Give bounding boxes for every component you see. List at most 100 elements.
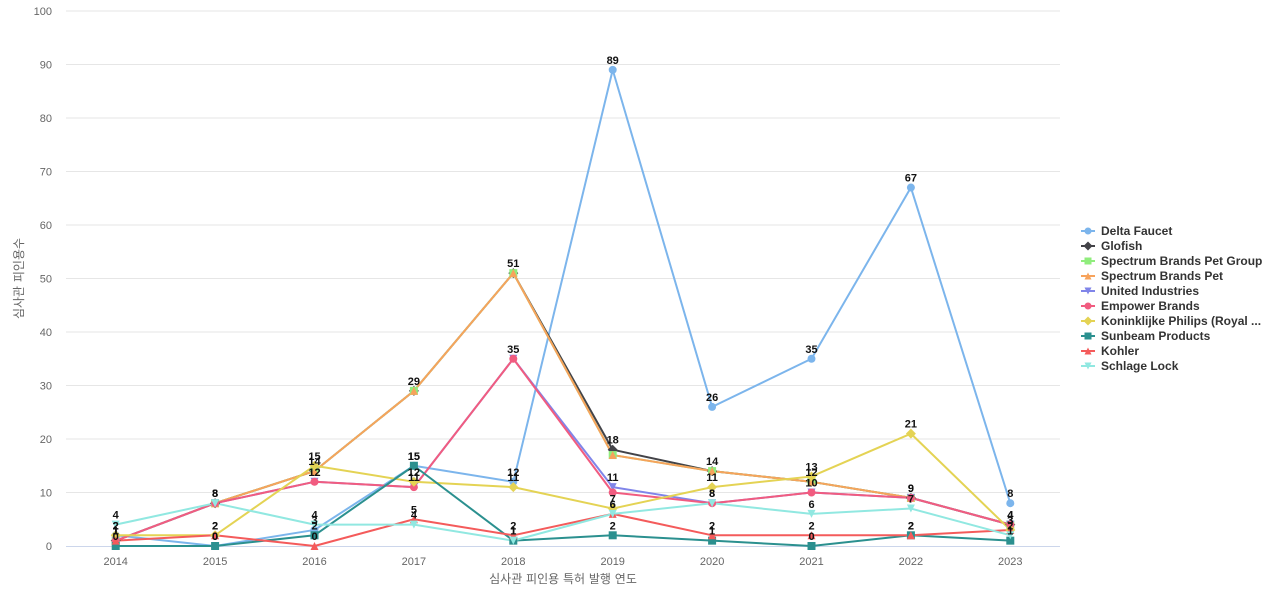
data-point-spectrum-brands-pet xyxy=(409,386,418,395)
data-label-sunbeam-products: 2 xyxy=(610,520,616,532)
y-tick-label: 70 xyxy=(40,167,52,179)
series-line-delta-faucet xyxy=(115,68,1012,547)
data-point-delta-faucet xyxy=(509,477,518,486)
x-axis-ticks: 2014 2015 2016 2017 2018 2019 2020 2021 2022 2023 xyxy=(103,556,1022,568)
data-label-koninklijke-philips-royal: 2 xyxy=(113,520,119,532)
data-point-koninklijke-philips-royal xyxy=(110,530,121,541)
data-point-schlage-lock xyxy=(310,520,319,529)
legend-item-glofish[interactable]: Glofish xyxy=(1081,239,1142,253)
x-tick-label: 2019 xyxy=(600,556,624,568)
data-point-kohler xyxy=(906,531,915,540)
data-label-delta-faucet: 67 xyxy=(905,173,917,185)
x-tick-label: 2014 xyxy=(103,556,127,568)
legend-symbol xyxy=(1084,332,1092,340)
data-label-united-industries: 8 xyxy=(709,488,715,500)
data-label-kohler: 2 xyxy=(510,520,516,532)
data-point-delta-faucet xyxy=(608,65,617,74)
data-label-schlage-lock: 8 xyxy=(212,488,218,500)
data-point-koninklijke-philips-royal xyxy=(508,482,519,493)
data-label-sunbeam-products: 1 xyxy=(709,526,715,538)
y-tick-label: 10 xyxy=(40,488,52,500)
legend-symbol xyxy=(1084,362,1092,370)
y-axis-title: 심사관 피인용수 xyxy=(12,238,26,319)
data-point-schlage-lock xyxy=(1006,531,1015,540)
data-point-koninklijke-philips-royal xyxy=(408,476,419,487)
data-point-sunbeam-products xyxy=(608,531,617,540)
legend-label: Empower Brands xyxy=(1101,299,1200,313)
y-tick-label: 30 xyxy=(40,381,52,393)
data-label-glofish: 14 xyxy=(706,456,719,468)
legend-item-spectrum-brands-pet-group[interactable]: Spectrum Brands Pet Group xyxy=(1081,254,1262,268)
data-point-kohler xyxy=(111,536,120,545)
x-tick-label: 2016 xyxy=(302,556,326,568)
data-label-glofish: 14 xyxy=(308,456,321,468)
data-label-schlage-lock: 8 xyxy=(709,488,715,500)
legend-label: Kohler xyxy=(1101,344,1139,358)
data-label-delta-faucet: 35 xyxy=(805,344,817,356)
data-label-koninklijke-philips-royal: 15 xyxy=(308,451,320,463)
legend-symbol xyxy=(1084,287,1092,295)
data-label-sunbeam-products: 1 xyxy=(1007,526,1013,538)
data-point-schlage-lock xyxy=(708,499,717,508)
data-point-sunbeam-products xyxy=(409,461,418,470)
data-point-spectrum-brands-pet xyxy=(509,269,518,278)
data-label-sunbeam-products: 1 xyxy=(510,526,516,538)
data-label-schlage-lock: 1 xyxy=(510,526,516,538)
data-label-delta-faucet: 26 xyxy=(706,392,718,404)
legend-item-spectrum-brands-pet[interactable]: Spectrum Brands Pet xyxy=(1081,269,1223,283)
data-label-kohler: 3 xyxy=(1007,515,1013,527)
data-label-delta-faucet: 8 xyxy=(1007,488,1013,500)
data-label-koninklijke-philips-royal: 13 xyxy=(805,461,817,473)
x-tick-label: 2015 xyxy=(203,556,227,568)
data-point-schlage-lock xyxy=(509,536,518,545)
data-point-spectrum-brands-pet xyxy=(310,467,319,476)
data-point-empower-brands xyxy=(409,483,418,492)
data-point-schlage-lock xyxy=(211,499,220,508)
data-label-united-industries: 4 xyxy=(1007,510,1014,522)
data-point-sunbeam-products xyxy=(1006,536,1015,545)
data-label-schlage-lock: 4 xyxy=(113,510,120,522)
data-point-schlage-lock xyxy=(807,509,816,518)
data-point-sunbeam-products xyxy=(310,531,319,540)
legend-label: Spectrum Brands Pet Group xyxy=(1101,254,1262,268)
data-label-kohler: 2 xyxy=(908,520,914,532)
data-label-koninklijke-philips-royal: 2 xyxy=(212,520,218,532)
data-label-united-industries: 10 xyxy=(805,478,817,490)
legend-item-empower-brands[interactable]: Empower Brands xyxy=(1081,299,1200,313)
data-label-delta-faucet: 89 xyxy=(607,55,619,67)
data-point-kohler xyxy=(310,542,319,550)
legend-item-sunbeam-products[interactable]: Sunbeam Products xyxy=(1081,329,1211,343)
data-label-schlage-lock: 4 xyxy=(411,510,418,522)
series-lines xyxy=(115,68,1012,547)
series-markers xyxy=(110,65,1016,550)
series-line-empower-brands xyxy=(115,357,1011,542)
legend-symbol xyxy=(1084,227,1092,235)
data-label-kohler: 6 xyxy=(610,499,616,511)
data-label-schlage-lock: 6 xyxy=(808,499,814,511)
x-tick-label: 2021 xyxy=(799,556,823,568)
legend-item-kohler[interactable]: Kohler xyxy=(1081,344,1139,358)
data-point-koninklijke-philips-royal xyxy=(905,428,916,439)
y-tick-label: 60 xyxy=(40,220,52,232)
data-point-empower-brands xyxy=(1006,520,1015,529)
data-point-koninklijke-philips-royal xyxy=(806,471,817,482)
data-point-kohler xyxy=(708,531,717,540)
legend-symbol xyxy=(1084,302,1092,310)
legend-item-delta-faucet[interactable]: Delta Faucet xyxy=(1081,224,1172,238)
legend-item-schlage-lock[interactable]: Schlage Lock xyxy=(1081,359,1179,373)
data-label-kohler: 1 xyxy=(113,526,119,538)
y-tick-label: 0 xyxy=(46,541,52,553)
data-label-united-industries: 35 xyxy=(507,344,519,356)
data-label-sunbeam-products: 15 xyxy=(408,451,420,463)
data-label-glofish: 8 xyxy=(212,488,218,500)
legend-label: Koninklijke Philips (Royal ... xyxy=(1101,314,1261,328)
legend-label: Glofish xyxy=(1101,239,1142,253)
data-label-sunbeam-products: 0 xyxy=(113,531,119,543)
data-label-koninklijke-philips-royal: 7 xyxy=(610,494,616,506)
legend-item-koninklijke-philips-royal[interactable]: Koninklijke Philips (Royal ... xyxy=(1081,314,1261,328)
y-tick-label: 40 xyxy=(40,327,52,339)
legend-item-united-industries[interactable]: United Industries xyxy=(1081,284,1199,298)
data-point-united-industries xyxy=(608,483,617,492)
